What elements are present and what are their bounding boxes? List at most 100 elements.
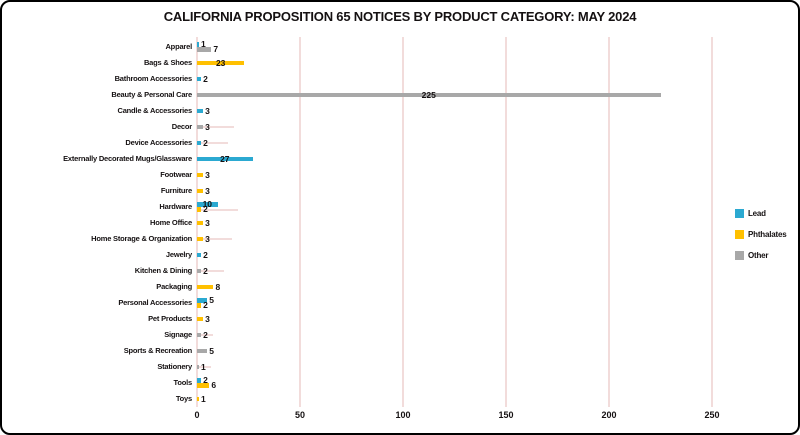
value-label: 10 <box>202 199 213 209</box>
category-label: Kitchen & Dining <box>134 266 192 275</box>
value-label: 1 <box>201 39 206 49</box>
category-label: Furniture <box>160 186 192 195</box>
gridline-50 <box>299 37 301 407</box>
x-tick-label: 250 <box>704 410 720 420</box>
value-label: 3 <box>205 169 210 180</box>
gridline-100 <box>402 37 404 407</box>
value-label: 3 <box>205 217 210 228</box>
category-label: Stationery <box>157 362 192 371</box>
category-label: Signage <box>164 330 192 339</box>
value-label: 2 <box>203 249 208 260</box>
category-label: Tools <box>173 378 193 387</box>
category-label: Externally Decorated Mugs/Glassware <box>63 154 192 163</box>
bar-phthalates <box>197 284 214 290</box>
bar-group: 8 <box>197 279 792 295</box>
bar-group: 3 <box>197 103 792 119</box>
category-label: Apparel <box>165 42 192 51</box>
category-label: Bathroom Accessories <box>114 74 193 83</box>
category-label: Home Storage & Organization <box>91 234 192 243</box>
bar-group: 2 <box>197 327 792 343</box>
gridline-150 <box>505 37 507 407</box>
x-tick-label: 0 <box>194 410 200 420</box>
legend-swatch-other <box>735 251 744 260</box>
bar-phthalates <box>197 383 210 388</box>
value-label: 3 <box>205 121 210 132</box>
marker-line <box>197 238 233 240</box>
x-tick-label: 100 <box>395 410 411 420</box>
bar-group: 3 <box>197 231 792 247</box>
value-label: 2 <box>203 265 208 276</box>
bar-lead <box>197 202 218 207</box>
value-label: 7 <box>213 44 219 54</box>
value-label: 5 <box>209 345 215 356</box>
bar-lead <box>197 156 253 162</box>
value-label: 23 <box>215 57 226 68</box>
marker-line <box>197 126 235 128</box>
bar-phthalates <box>197 207 202 212</box>
bar-group: 3 <box>197 215 792 231</box>
bar-group: 3 <box>197 119 792 135</box>
bar-phthalates <box>197 220 204 226</box>
x-tick-label: 200 <box>601 410 617 420</box>
category-label: Jewelry <box>165 250 192 259</box>
category-label: Personal Accessories <box>118 298 192 307</box>
value-label: 3 <box>205 105 210 116</box>
chart-title: CALIFORNIA PROPOSITION 65 NOTICES BY PRO… <box>163 9 637 24</box>
bar-group: 2 <box>197 71 792 87</box>
value-label: 6 <box>211 380 217 390</box>
bar-lead <box>197 108 204 114</box>
value-label: 3 <box>205 313 210 324</box>
marker-line <box>197 334 214 336</box>
value-label: 3 <box>205 185 210 196</box>
bar-group: 23 <box>197 55 792 71</box>
bar-group: 225 <box>197 87 792 103</box>
bar-other <box>197 364 200 370</box>
bar-other <box>197 332 202 338</box>
bar-other <box>197 268 202 274</box>
bar-group: 3 <box>197 183 792 199</box>
bar-lead <box>197 252 202 258</box>
value-label: 2 <box>203 137 208 148</box>
bar-group: 2 <box>197 247 792 263</box>
legend: Lead Phthalates Other <box>735 203 787 266</box>
value-label: 27 <box>220 153 230 164</box>
bar-phthalates <box>197 396 200 402</box>
legend-swatch-lead <box>735 209 744 218</box>
value-label: 2 <box>203 204 208 214</box>
bar-group: 3 <box>197 311 792 327</box>
marker-line <box>197 142 228 144</box>
bar-phthalates <box>197 188 204 194</box>
bar-lead <box>197 298 208 303</box>
value-label: 8 <box>215 281 221 292</box>
value-label: 1 <box>201 393 206 404</box>
bar-phthalates <box>197 172 204 178</box>
bar-group: 1 <box>197 359 792 375</box>
category-label: Home Office <box>150 218 192 227</box>
bar-group: 2 <box>197 135 792 151</box>
category-label: Toys <box>175 394 192 403</box>
bar-phthalates <box>197 316 204 322</box>
gridline-200 <box>608 37 610 407</box>
value-label: 2 <box>203 300 208 310</box>
category-label: Candle & Accessories <box>117 106 192 115</box>
x-tick-label: 50 <box>294 410 306 420</box>
bar-group: 27 <box>197 151 792 167</box>
bar-group: 5 <box>197 343 792 359</box>
category-label: Decor <box>171 122 192 131</box>
category-label: Beauty & Personal Care <box>111 90 192 99</box>
category-label: Bags & Shoes <box>143 58 192 67</box>
bar-group: 1 <box>197 391 792 407</box>
value-label: 5 <box>209 295 215 305</box>
bar-other <box>197 92 661 98</box>
bar-lead <box>197 378 202 383</box>
category-label: Sports & Recreation <box>123 346 193 355</box>
x-tick-label: 150 <box>498 410 514 420</box>
bar-group: 2 <box>197 263 792 279</box>
bar-phthalates <box>197 303 202 308</box>
value-label: 2 <box>203 73 208 84</box>
value-label: 2 <box>203 329 208 340</box>
legend-label: Other <box>748 251 769 260</box>
